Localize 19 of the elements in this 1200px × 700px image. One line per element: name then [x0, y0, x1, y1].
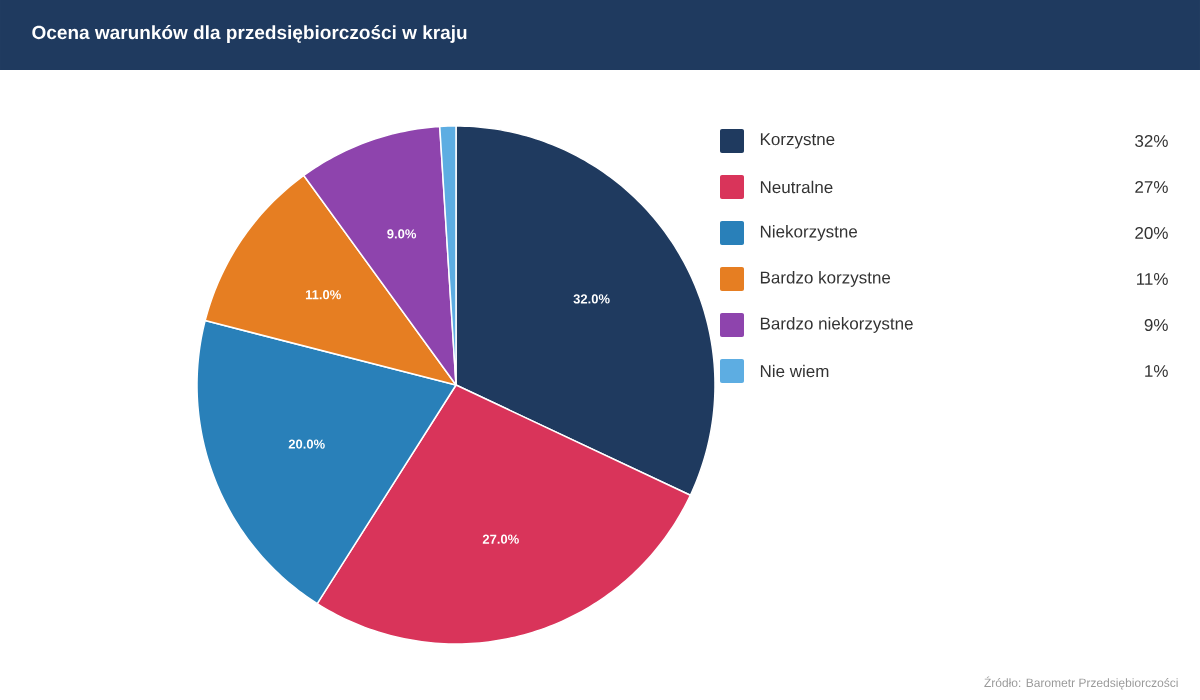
data-label: 27.0% — [482, 534, 519, 544]
data-label: 11.0% — [305, 290, 341, 300]
legend-label: Korzystne — [760, 133, 835, 149]
text: 9% — [1144, 318, 1168, 332]
data-label: 20.0% — [288, 439, 325, 449]
text: 20% — [1135, 226, 1168, 240]
data-label: 9.0% — [387, 229, 417, 239]
chart-title: Ocena warunków dla przedsiębiorczości w kraju — [32, 25, 467, 43]
text: 1% — [1145, 365, 1168, 377]
text: 27% — [1135, 181, 1168, 193]
legend-label: Niekorzystne — [760, 225, 858, 241]
legend-label: Nie wiem — [760, 364, 829, 378]
legend-label: Neutralne — [760, 180, 833, 194]
legend-label: Bardzo korzystne — [760, 271, 891, 287]
data-label: 32.0% — [573, 294, 610, 304]
text: 32% — [1135, 134, 1168, 148]
legend-label: Bardzo niekorzystne — [760, 317, 913, 333]
text: Źródło: Barometr Przedsiębiorczości — [984, 676, 1178, 690]
text: 11% — [1137, 273, 1168, 285]
